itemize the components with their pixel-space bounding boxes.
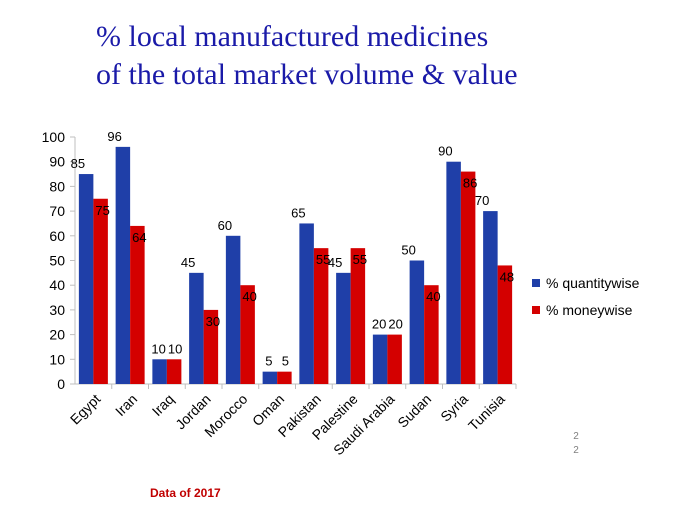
bar-quantitywise	[152, 359, 167, 384]
data-label: 45	[181, 255, 195, 270]
x-tick-label: Syria	[437, 391, 471, 425]
bar-quantitywise	[372, 334, 388, 384]
y-tick-label: 40	[49, 277, 65, 293]
data-label: 5	[282, 354, 289, 369]
bar-quantitywise	[262, 371, 278, 384]
bar-moneywise	[387, 334, 402, 384]
bar-moneywise	[277, 371, 292, 384]
y-tick-label: 100	[42, 129, 66, 145]
bar-quantitywise	[299, 223, 314, 384]
y-tick-label: 30	[49, 302, 65, 318]
bar-quantitywise	[409, 260, 425, 384]
bar-moneywise	[424, 285, 439, 384]
bar-moneywise	[166, 359, 182, 384]
y-tick-label: 60	[49, 228, 65, 244]
data-label: 50	[401, 243, 415, 258]
data-label: 20	[372, 317, 386, 332]
data-label: 40	[242, 289, 256, 304]
data-label: 96	[107, 129, 121, 144]
bar-moneywise	[497, 265, 513, 384]
slide-title-line-1: % local manufactured medicines	[96, 20, 489, 53]
legend-entry: % quantitywise	[546, 275, 640, 291]
bar-quantitywise	[446, 161, 461, 384]
data-label: 64	[132, 230, 146, 245]
bar-moneywise	[203, 309, 219, 384]
bar-moneywise	[130, 225, 145, 384]
data-label: 10	[151, 341, 165, 356]
bar-quantitywise	[336, 272, 351, 384]
legend-swatch	[532, 279, 540, 287]
bar-moneywise	[240, 285, 255, 384]
data-label: 5	[265, 354, 272, 369]
data-label: 45	[328, 255, 342, 270]
x-tick-label: Iraq	[149, 391, 177, 419]
data-label: 70	[475, 193, 489, 208]
x-tick-label: Tunisia	[465, 391, 508, 434]
bar-moneywise	[313, 248, 329, 384]
y-tick-label: 10	[49, 351, 65, 367]
slide-title: % local manufactured medicines of the to…	[96, 18, 656, 94]
data-label: 86	[463, 176, 477, 191]
data-label: 48	[500, 269, 514, 284]
bar-quantitywise	[225, 235, 241, 384]
y-tick-label: 90	[49, 154, 65, 170]
data-label: 10	[168, 341, 182, 356]
x-tick-label: Iran	[112, 391, 140, 419]
bar-quantitywise	[115, 146, 131, 384]
y-tick-label: 80	[49, 178, 65, 194]
bar-quantitywise	[483, 211, 498, 384]
y-tick-label: 70	[49, 203, 65, 219]
bar-moneywise	[460, 171, 476, 384]
x-tick-label: Egypt	[67, 391, 104, 428]
y-tick-label: 0	[57, 376, 65, 392]
data-label: 85	[71, 156, 85, 171]
data-label: 30	[206, 314, 220, 329]
bar-quantitywise	[189, 272, 204, 384]
data-label: 65	[291, 205, 305, 220]
data-label: 75	[95, 203, 109, 218]
x-tick-label: Sudan	[394, 391, 434, 431]
data-label: 55	[316, 252, 330, 267]
bar-moneywise	[350, 248, 366, 384]
bar-quantitywise	[78, 174, 94, 384]
data-label: 40	[426, 289, 440, 304]
y-tick-label: 20	[49, 327, 65, 343]
page-number: 2 2	[573, 431, 579, 456]
legend-entry: % moneywise	[546, 302, 633, 318]
data-label: 20	[388, 317, 402, 332]
slide-title-line-2: of the total market volume & value	[96, 58, 518, 91]
data-label: 55	[353, 252, 367, 267]
footnote: Data of 2017	[150, 486, 221, 500]
y-tick-label: 50	[49, 253, 65, 269]
data-label: 60	[218, 218, 232, 233]
legend-swatch	[532, 306, 540, 314]
data-label: 90	[438, 144, 452, 159]
bar-moneywise	[93, 198, 108, 384]
